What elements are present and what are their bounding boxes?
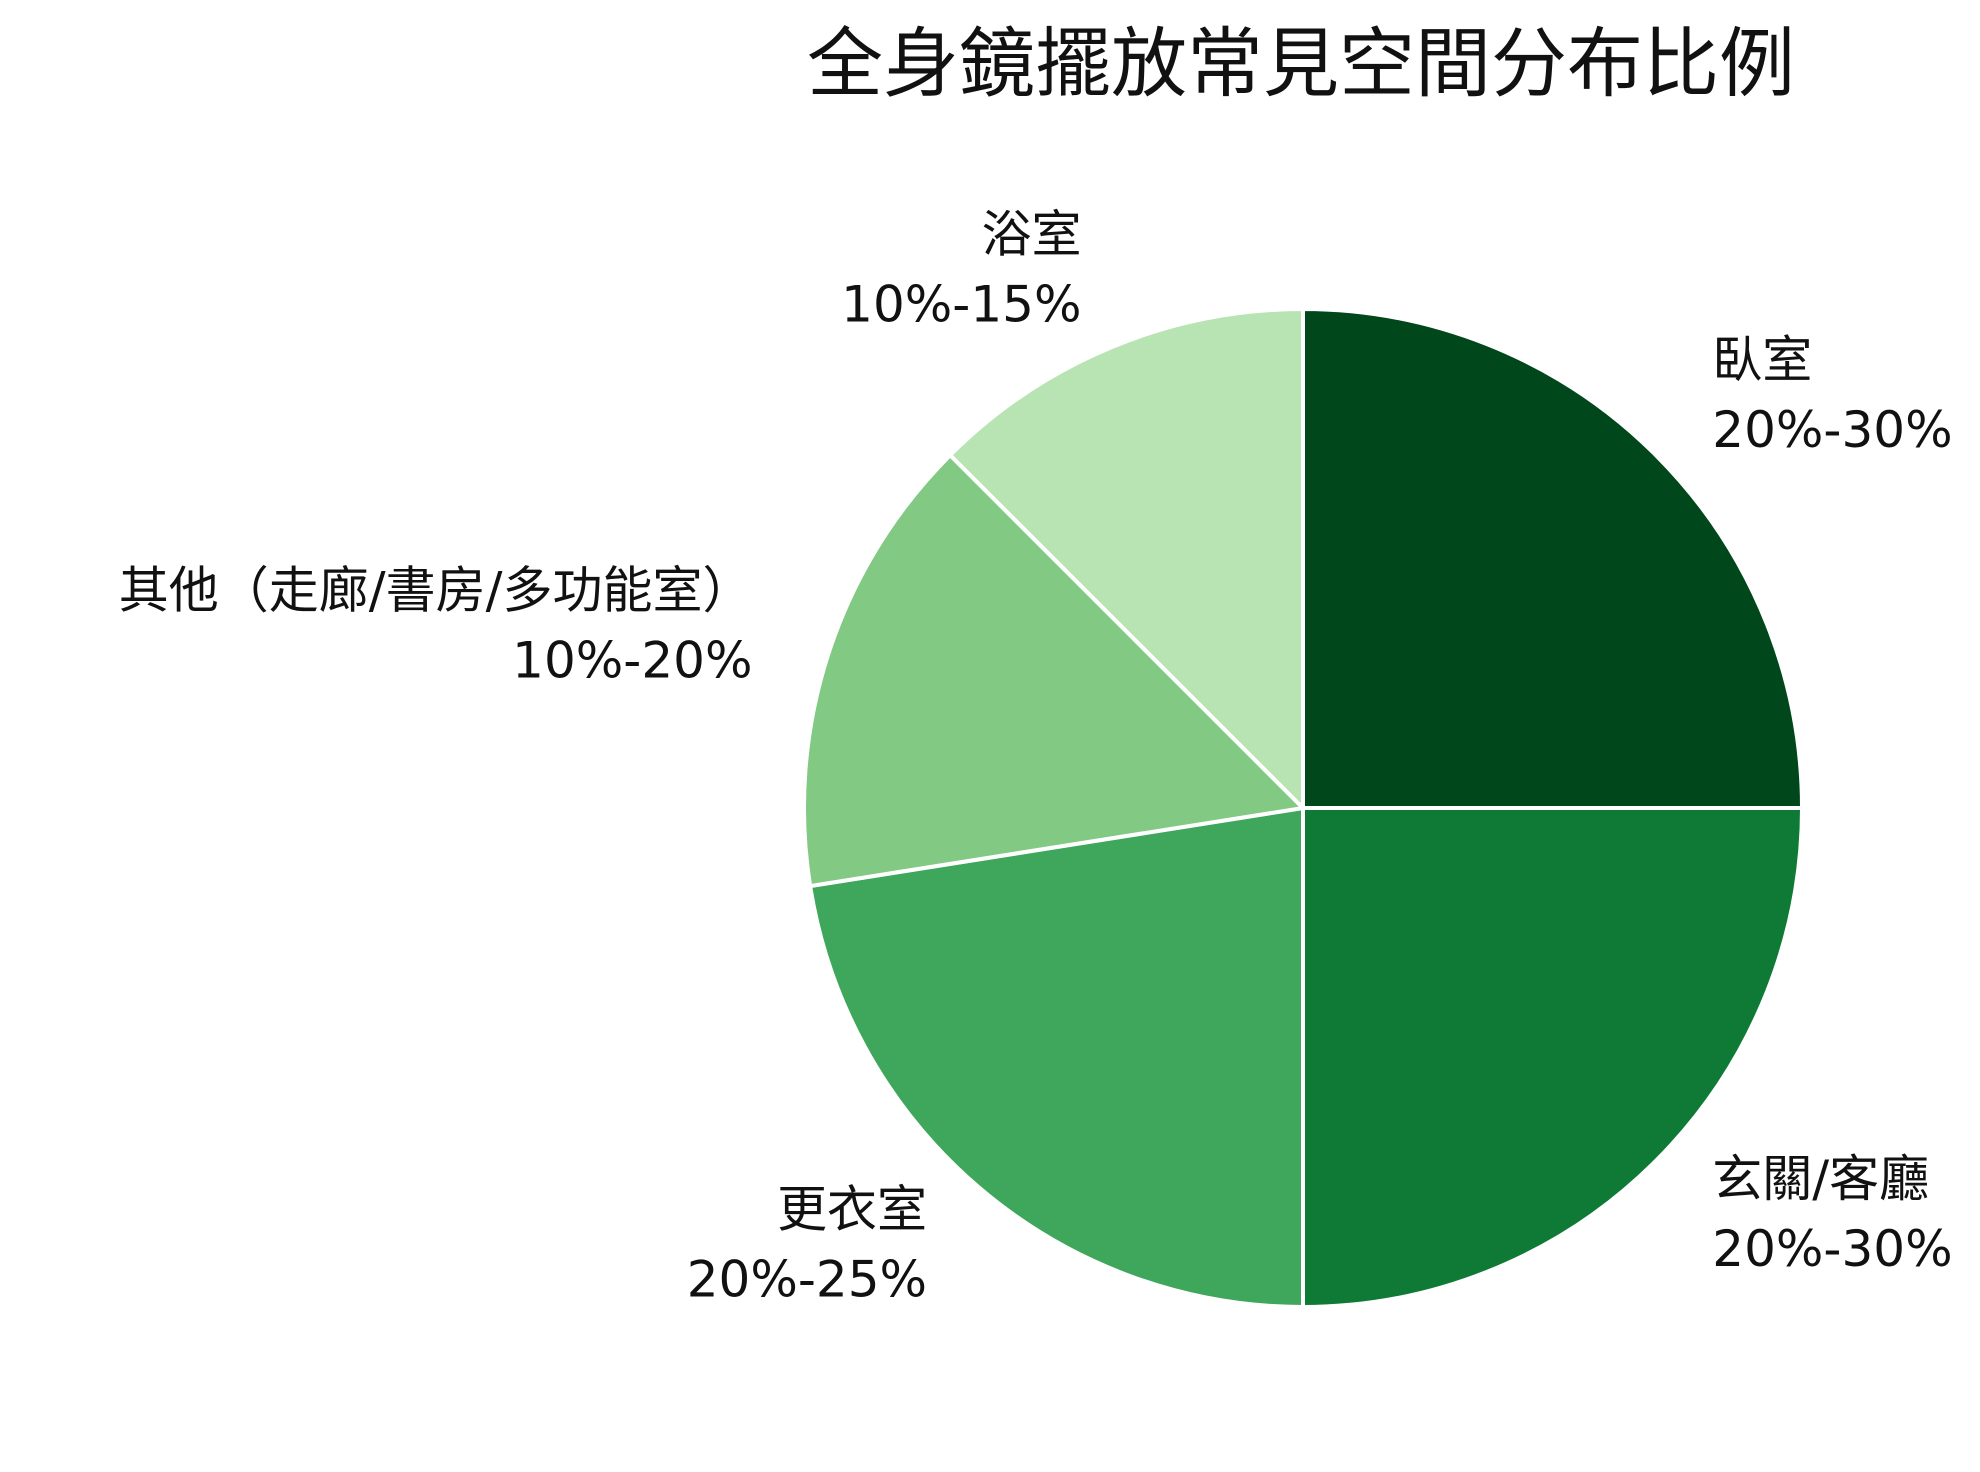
slice-value-label: 10%-15% bbox=[841, 276, 1081, 334]
slice-value-label: 20%-30% bbox=[1712, 1220, 1952, 1278]
chart-title: 全身鏡擺放常見空間分布比例 bbox=[807, 19, 1795, 108]
pie-slice bbox=[947, 306, 1305, 813]
slice-value-label: 20%-30% bbox=[1712, 401, 1952, 459]
pie-slice bbox=[802, 452, 1308, 889]
slice-label: 其他（走廊/書房/多功能室） bbox=[119, 562, 753, 620]
slice-label: 玄關/客廳 bbox=[1712, 1150, 1929, 1208]
slice-label: 浴室 bbox=[981, 206, 1081, 264]
slice-value-label: 10%-20% bbox=[512, 632, 752, 690]
pie-slice bbox=[1301, 806, 1805, 1310]
slice-label: 更衣室 bbox=[777, 1181, 927, 1239]
pie-slice bbox=[1301, 306, 1805, 810]
slice-value-label: 20%-25% bbox=[687, 1251, 927, 1309]
slice-label: 臥室 bbox=[1712, 331, 1812, 389]
pie-slice bbox=[807, 805, 1305, 1310]
